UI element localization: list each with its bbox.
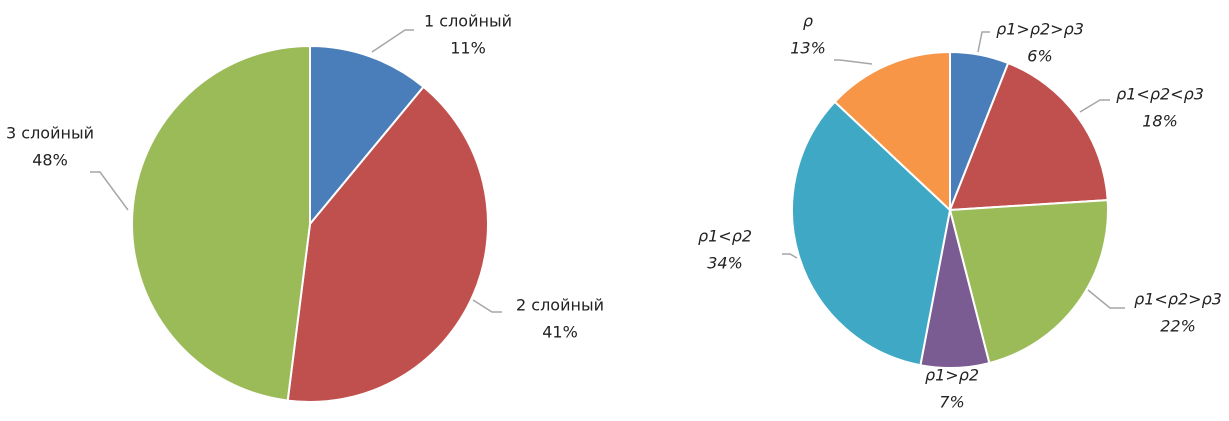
slice-value: 48% [32,151,68,170]
slice-label: 3 слойный [6,124,94,143]
pie-slice [131,44,311,402]
leader-line [977,31,990,53]
pie-chart: 1 слойный 11% 2 слойный 41% 3 слойный 48% [6,12,604,403]
slice-value: 34% [707,254,743,273]
pie-slice [948,199,1110,365]
slice-label: 2 слойный [516,296,604,315]
slice-value: 7% [939,393,964,412]
pie-slice [948,61,1109,212]
leader-line [1079,99,1110,113]
pie-slice [833,50,951,213]
slice-label: ρ1<ρ2 [698,227,752,246]
slice-label: ρ1<ρ2>ρ3 [1134,290,1222,309]
slice-value: 18% [1142,112,1178,131]
leader-line [834,59,873,65]
leader-line [371,29,414,53]
leader-line [1087,289,1125,309]
slice-label: ρ1>ρ2 [925,366,979,385]
pie-slice [286,85,489,403]
leader-line [90,171,129,211]
pie-slice [791,100,952,367]
slice-value: 6% [1027,47,1052,66]
slice-value: 22% [1160,317,1196,336]
slice-label: ρ [803,12,813,31]
pie-slice [309,44,425,227]
slice-label: ρ1>ρ2>ρ3 [996,20,1084,39]
slice-value: 41% [542,323,578,342]
leader-line [782,253,798,259]
slice-value: 11% [450,39,486,58]
pie-chart: ρ1>ρ2>ρ3 6% ρ1<ρ2<ρ3 18% ρ1<ρ2>ρ3 22% ρ1>ρ2 7% ρ… [698,12,1222,412]
slice-label: 1 слойный [424,12,512,31]
slice-label: ρ1<ρ2<ρ3 [1116,85,1204,104]
slice-value: 13% [790,39,826,58]
leader-line [472,299,502,313]
